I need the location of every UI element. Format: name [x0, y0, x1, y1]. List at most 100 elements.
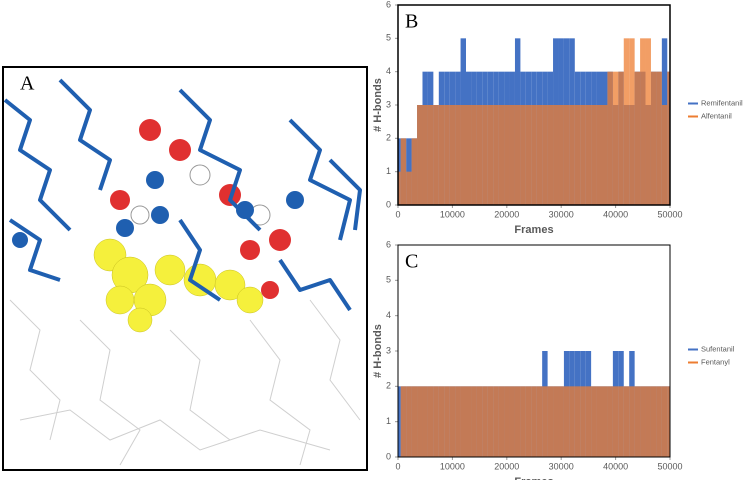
bar [471, 105, 477, 205]
bar [417, 105, 423, 205]
bar [460, 105, 466, 205]
bar [596, 105, 602, 205]
y-tick-label: 3 [386, 99, 391, 109]
bar [585, 386, 592, 457]
bar [449, 105, 456, 205]
bar [591, 386, 597, 457]
bar [580, 386, 586, 457]
y-tick-label: 2 [386, 133, 391, 143]
bar [531, 105, 537, 205]
bar [661, 386, 668, 457]
y-tick-label: 5 [386, 275, 391, 285]
bar [569, 386, 575, 457]
bar [629, 386, 635, 457]
bar [547, 105, 554, 205]
bar [406, 386, 412, 457]
x-tick-label: 20000 [494, 461, 519, 471]
x-tick-label: 40000 [603, 209, 628, 219]
bar [504, 386, 510, 457]
x-tick-label: 30000 [549, 461, 574, 471]
bar [553, 386, 559, 457]
x-tick-label: 0 [395, 461, 400, 471]
bar [476, 386, 483, 457]
bar [645, 38, 651, 206]
bar [591, 105, 597, 205]
bar [422, 386, 428, 457]
bar [661, 105, 668, 205]
series [400, 386, 670, 457]
peptide [3, 78, 362, 312]
bar [618, 386, 624, 457]
bar [509, 105, 515, 205]
legend-label: Fentanyl [701, 357, 730, 366]
x-tick-label: 40000 [603, 461, 628, 471]
bar [607, 71, 613, 206]
bar [504, 105, 510, 205]
bar [531, 386, 537, 457]
bar [656, 71, 662, 206]
bar [444, 105, 450, 205]
bar [406, 138, 412, 205]
bar [640, 38, 646, 206]
y-axis-title: # H-bonds [372, 78, 384, 132]
series [398, 38, 670, 206]
image-border [2, 66, 368, 471]
y-tick-label: 6 [386, 0, 391, 9]
bar [398, 171, 401, 205]
y-tick-label: 3 [386, 345, 391, 355]
bar [449, 386, 456, 457]
bar [400, 138, 407, 205]
bar [525, 105, 532, 205]
x-tick-label: 20000 [494, 209, 519, 219]
bar [514, 386, 521, 457]
peptide-atoms [12, 171, 304, 248]
bar [634, 386, 641, 457]
bar [520, 386, 526, 457]
panel-label: C [405, 251, 418, 273]
bar [433, 105, 439, 205]
bar [650, 71, 657, 206]
bar [398, 138, 401, 205]
bar [482, 386, 488, 457]
x-tick-label: 50000 [657, 209, 682, 219]
bar [558, 386, 564, 457]
bar [498, 386, 505, 457]
bar [509, 386, 515, 457]
bar [398, 386, 401, 457]
bar [542, 386, 548, 457]
legend-label: Sufentanil [701, 344, 735, 353]
legend-label: Remifentanil [701, 98, 743, 107]
plot-border [397, 244, 671, 458]
x-tick-label: 10000 [440, 209, 465, 219]
bar [427, 105, 434, 205]
y-tick-label: 0 [386, 451, 391, 461]
bar [607, 386, 613, 457]
bar [438, 105, 445, 205]
plot-border [397, 4, 671, 206]
bar [498, 105, 505, 205]
bar [455, 386, 461, 457]
water [110, 119, 291, 299]
bar [455, 105, 461, 205]
molecule-image: A [2, 66, 368, 471]
bar [612, 71, 619, 206]
bar [406, 171, 412, 205]
bar [536, 105, 543, 205]
bar [574, 386, 581, 457]
bar [466, 386, 472, 457]
bar [411, 138, 418, 205]
bar [596, 386, 602, 457]
bar [574, 105, 581, 205]
panel-label: A [20, 73, 35, 95]
y-tick-label: 5 [386, 33, 391, 43]
y-tick-label: 6 [386, 239, 391, 249]
y-tick-label: 1 [386, 166, 391, 176]
bar [569, 105, 575, 205]
chart: 0 1 2 3 4 5 6 0 10000 20000 30000 40000 50000 B Frames… [372, 0, 743, 236]
bar [547, 386, 554, 457]
bar [650, 386, 657, 457]
bar [487, 105, 494, 205]
bar [536, 386, 543, 457]
